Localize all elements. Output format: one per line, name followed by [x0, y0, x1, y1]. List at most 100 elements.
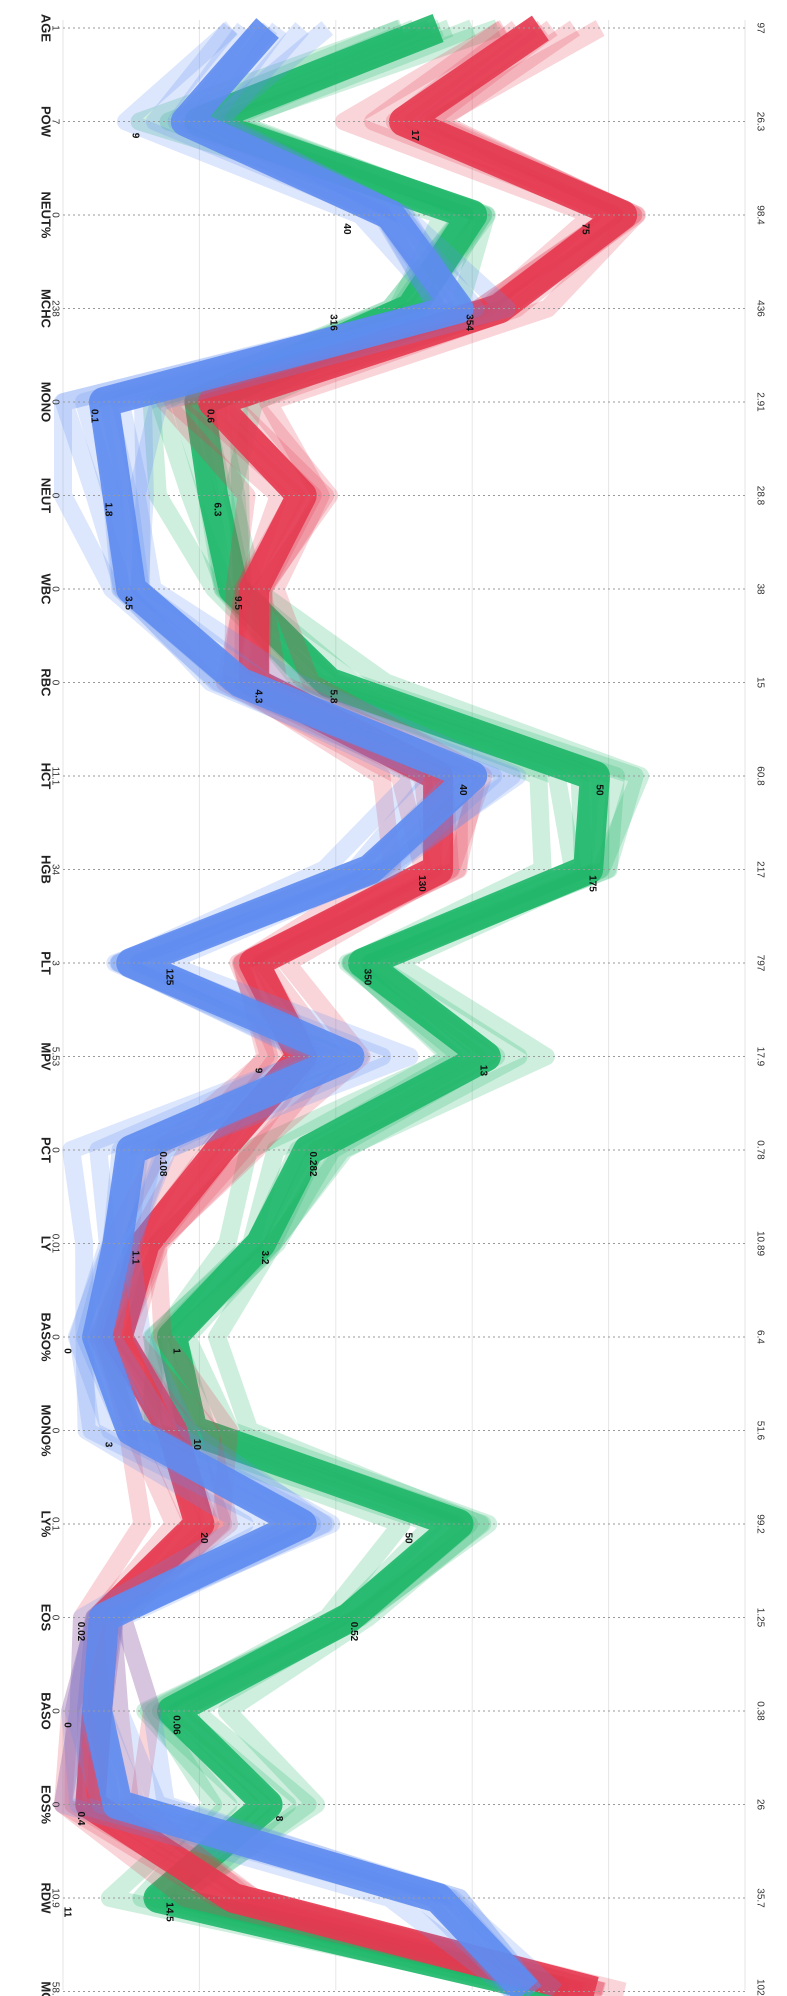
- axis-max-NEUT%: 98.4: [754, 205, 765, 225]
- axis-name-MC: MC: [39, 1981, 54, 1996]
- series-2-line-7: [102, 22, 543, 1996]
- axis-name-AGE: AGE: [39, 14, 54, 43]
- axis-name-HCT: HCT: [39, 763, 54, 790]
- annotation-BASO-35: 0.06: [170, 1715, 181, 1735]
- axis-min-RDW: 10.9: [49, 1888, 60, 1908]
- axis-name-LY%: LY%: [39, 1511, 54, 1538]
- axis-max-NEUT: 28.8: [754, 486, 765, 506]
- axis-max-HGB: 217: [754, 861, 765, 878]
- axis-name-MPV: MPV: [39, 1042, 54, 1071]
- axis-name-LY: LY: [39, 1236, 54, 1252]
- annotation-LY%-31: 50: [402, 1532, 413, 1544]
- annotation-HCT-14: 40: [457, 784, 468, 796]
- axis-min-PLT: 3: [49, 960, 60, 966]
- annotation-POW-0: 9: [130, 133, 141, 139]
- annotation-WBC-11: 9.5: [232, 596, 243, 610]
- axis-name-MONO: MONO: [39, 382, 54, 422]
- axis-min-HGB: 34: [49, 864, 60, 876]
- series-1-line-7: [103, 20, 642, 1996]
- axis-min-MCHC: 238: [49, 300, 60, 317]
- axis-name-WBC: WBC: [39, 573, 54, 605]
- annotation-MPV-20: 9: [252, 1068, 263, 1074]
- axis-min-EOS%: 0: [49, 1802, 60, 1808]
- axis-name-NEUT%: NEUT%: [39, 192, 54, 239]
- annotation-BASO%-26: 0: [61, 1348, 72, 1354]
- axis-min-LY: 0.01: [49, 1234, 60, 1254]
- annotation-NEUT%-3: 75: [580, 223, 591, 235]
- axis-max-MPV: 17.9: [754, 1047, 765, 1067]
- annotation-PLT-19: 350: [361, 969, 372, 986]
- axis-name-PCT: PCT: [39, 1137, 54, 1163]
- annotation-LY-25: 3.2: [259, 1251, 270, 1265]
- annotation-PCT-22: 0.108: [157, 1151, 168, 1176]
- axis-name-RDW: RDW: [39, 1882, 54, 1914]
- axis-name-HGB: HGB: [39, 855, 54, 884]
- annotation-WBC-10: 3.5: [123, 596, 134, 610]
- annotation-NEUT-9: 6.3: [211, 503, 222, 517]
- series-2-line-8: [113, 21, 563, 1996]
- axis-min-POW: 7: [49, 119, 60, 125]
- annotation-MONO-7: 0.6: [205, 409, 216, 423]
- annotation-PLT-18: 125: [164, 969, 175, 986]
- axis-min-PCT: 0: [49, 1147, 60, 1153]
- axis-min-HCT: 11.1: [49, 767, 60, 786]
- value-annotations: 9 17 40 75 316 354 0.1 0.6 1.8 6.3 3.5 9.5 4.3 5.8 40 5…: [61, 130, 604, 1922]
- annotation-BASO%-27: 1: [170, 1348, 181, 1354]
- axis-min-WBC: 0: [49, 586, 60, 592]
- annotation-MPV-21: 13: [477, 1065, 488, 1077]
- annotation-RDW-39: 14.5: [164, 1902, 175, 1922]
- axis-name-EOS%: EOS%: [39, 1785, 54, 1824]
- annotation-NEUT%-2: 40: [341, 223, 352, 235]
- series-lines: [54, 14, 650, 1996]
- axis-min-MPV: 5.53: [49, 1047, 60, 1067]
- axis-max-LY%: 99.2: [754, 1514, 765, 1534]
- annotation-POW-1: 17: [409, 130, 420, 142]
- axis-min-BASO%: 0: [49, 1334, 60, 1340]
- annotation-PCT-23: 0.282: [307, 1151, 318, 1176]
- axes: [63, 27, 745, 1992]
- annotation-RBC-13: 5.8: [327, 690, 338, 704]
- axis-max-AGE: 97: [754, 22, 765, 34]
- axis-min-AGE: 1: [49, 25, 60, 31]
- annotation-LY-24: 1.1: [130, 1251, 141, 1265]
- series-2-line-6: [92, 22, 541, 1996]
- annotation-MCHC-5: 354: [464, 314, 475, 331]
- annotation-EOS%-37: 8: [273, 1816, 284, 1822]
- axis-name-EOS: EOS: [39, 1604, 54, 1632]
- axis-max-MCHC: 436: [754, 300, 765, 317]
- annotation-RBC-12: 4.3: [252, 690, 263, 704]
- annotation-EOS%-36: 0.4: [75, 1812, 86, 1826]
- axis-max-EOS: 1.25: [754, 1608, 765, 1628]
- axis-max-RDW: 35.7: [754, 1888, 765, 1908]
- axis-min-EOS: 0: [49, 1615, 60, 1621]
- axis-name-MONO%: MONO%: [39, 1405, 54, 1457]
- axis-max-LY: 10.89: [754, 1231, 765, 1256]
- axis-name-POW: POW: [39, 106, 54, 138]
- axis-name-MCHC: MCHC: [39, 289, 54, 329]
- axis-min-LY%: 0.1: [49, 1517, 60, 1531]
- annotation-NEUT-8: 1.8: [102, 503, 113, 517]
- axis-max-RBC: 15: [754, 677, 765, 689]
- annotation-EOS-32: 0.02: [75, 1622, 86, 1642]
- axis-min-MC: 58.5: [49, 1982, 60, 1996]
- annotation-MONO-6: 0.1: [89, 409, 100, 423]
- axis-name-BASO: BASO: [39, 1692, 54, 1730]
- axis-min-MONO: 0: [49, 399, 60, 405]
- axis-max-BASO: 0.38: [754, 1701, 765, 1721]
- axis-name-BASO%: BASO%: [39, 1312, 54, 1362]
- annotation-HGB-16: 130: [416, 875, 427, 892]
- series-2-line-4: [82, 18, 538, 1996]
- axis-max-PCT: 0.78: [754, 1140, 765, 1160]
- annotation-MCHC-4: 316: [327, 314, 338, 331]
- axis-max-MONO: 2.91: [754, 392, 765, 412]
- axis-min-NEUT%: 0: [49, 212, 60, 218]
- axis-min-BASO: 0: [49, 1708, 60, 1714]
- annotation-RDW-38: 11: [61, 1907, 72, 1918]
- annotation-HCT-15: 50: [593, 784, 604, 796]
- annotation-EOS-33: 0.52: [348, 1622, 359, 1642]
- axis-min-RBC: 0: [49, 680, 60, 686]
- axis-min-NEUT: 0: [49, 493, 60, 499]
- axis-max-MONO%: 51.6: [754, 1421, 765, 1441]
